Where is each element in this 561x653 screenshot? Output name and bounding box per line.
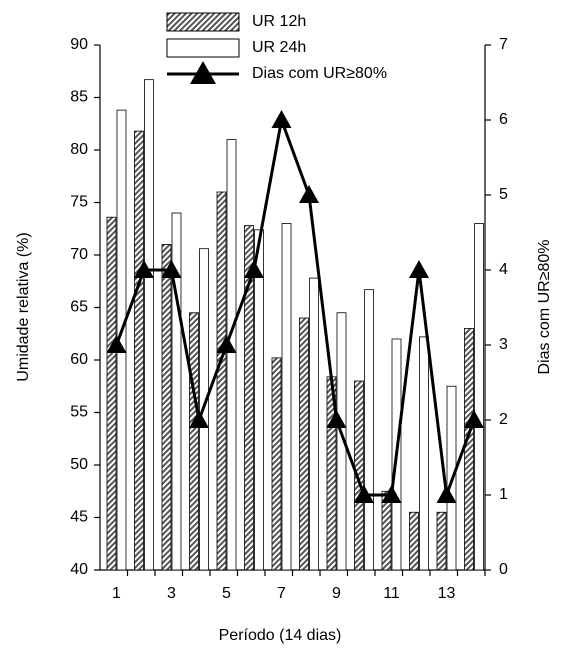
y-tick-label: 60 <box>70 351 88 368</box>
marker <box>189 410 209 428</box>
bar <box>106 216 117 571</box>
bar <box>436 511 447 571</box>
y-tick-label: 45 <box>70 509 88 526</box>
bar <box>216 191 227 571</box>
marker <box>161 260 182 278</box>
y-tick-label: 65 <box>70 299 88 316</box>
marker <box>106 335 127 353</box>
y2-tick-label: 2 <box>499 411 508 428</box>
bar <box>464 328 474 571</box>
bar <box>364 289 374 571</box>
y-tick-label: 55 <box>70 404 88 421</box>
marker <box>381 485 402 503</box>
marker <box>409 260 429 278</box>
y2-tick-label: 6 <box>499 111 508 128</box>
legend-swatch <box>166 38 240 58</box>
marker <box>464 410 484 428</box>
line <box>115 114 476 497</box>
legend-marker <box>190 61 216 84</box>
x-axis-label: Período (14 dias) <box>219 627 342 644</box>
y-tick-label: 40 <box>70 561 88 578</box>
bar <box>254 229 264 571</box>
bar <box>419 336 429 571</box>
legend-swatch <box>166 12 240 32</box>
bar <box>271 357 282 571</box>
bar <box>381 490 392 571</box>
bar <box>299 317 309 571</box>
y-axis-label: Umidade relativa (%) <box>15 232 32 381</box>
marker <box>271 110 292 128</box>
y-tick-label: 85 <box>70 89 88 106</box>
y-tick-label: 80 <box>70 141 88 158</box>
y2-tick-label: 0 <box>499 561 508 578</box>
bar <box>134 130 144 571</box>
bar <box>409 511 419 571</box>
y-tick-label: 70 <box>70 246 88 263</box>
y-tick-label: 50 <box>70 456 88 473</box>
x-tick-label: 3 <box>167 585 176 602</box>
bar <box>281 223 292 571</box>
x-tick-label: 7 <box>277 585 286 602</box>
y2-tick-label: 5 <box>499 186 508 203</box>
bar <box>354 380 364 571</box>
bar <box>161 244 172 571</box>
x-tick-label: 11 <box>383 585 400 602</box>
bar <box>226 139 237 571</box>
legend-label: UR 12h <box>252 13 306 30</box>
bar <box>474 223 484 571</box>
marker <box>134 260 154 278</box>
y2-tick-label: 7 <box>499 36 508 53</box>
y2-tick-label: 1 <box>499 486 508 503</box>
x-tick-label: 1 <box>112 585 121 602</box>
bar <box>244 225 254 571</box>
marker <box>326 410 347 428</box>
x-tick-label: 5 <box>222 585 231 602</box>
x-tick-label: 13 <box>438 585 456 602</box>
marker <box>299 185 319 203</box>
marker <box>216 335 237 353</box>
y2-tick-label: 4 <box>499 261 508 278</box>
y2-tick-label: 3 <box>499 336 508 353</box>
bar <box>144 79 154 571</box>
y-tick-label: 75 <box>70 194 88 211</box>
y2-axis-label: Dias com UR≥80% <box>536 239 553 374</box>
marker <box>244 260 264 278</box>
legend-label: Dias com UR≥80% <box>252 65 387 82</box>
marker <box>436 485 457 503</box>
y-tick-label: 90 <box>70 36 88 53</box>
bar <box>309 277 319 571</box>
bar <box>336 312 347 571</box>
bar <box>189 312 199 571</box>
x-tick-label: 9 <box>332 585 341 602</box>
marker <box>354 485 374 503</box>
legend-label: UR 24h <box>252 39 306 56</box>
bar <box>171 212 182 571</box>
